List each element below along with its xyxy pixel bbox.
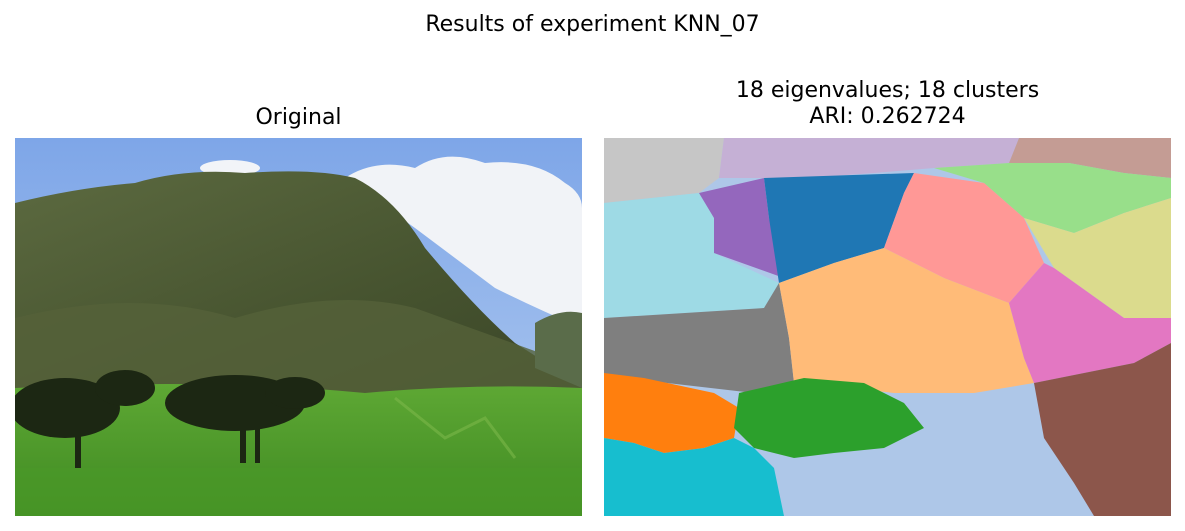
cluster-light-green <box>934 163 1171 233</box>
cluster-teal <box>604 438 784 516</box>
cluster-magenta <box>1009 263 1171 383</box>
cluster-khaki <box>1024 198 1171 318</box>
cluster-purple <box>699 178 784 278</box>
segmentation-title-line2: ARI: 0.262724 <box>809 104 966 129</box>
original-panel-title: Original <box>255 105 342 130</box>
trees <box>15 370 325 468</box>
distant-hill <box>535 311 582 388</box>
cluster-green <box>734 378 924 458</box>
cluster-pink-salmon <box>884 173 1044 303</box>
cluster-dark-gray <box>604 283 794 393</box>
clouds <box>345 156 582 328</box>
field-path <box>394 396 517 459</box>
cluster-blue <box>764 173 914 283</box>
cluster-gray-light <box>604 138 724 203</box>
foreground-grass <box>15 468 582 516</box>
segmentation-panel-title: 18 eigenvalues; 18 clusters ARI: 0.26272… <box>604 78 1171 130</box>
segmentation-image <box>604 138 1171 516</box>
figure-suptitle: Results of experiment KNN_07 <box>425 12 760 37</box>
original-image <box>15 138 582 516</box>
cluster-brown <box>1034 343 1171 516</box>
cluster-light-cyan <box>604 193 779 318</box>
mountain-ridge <box>15 300 582 398</box>
cluster-rose-brown <box>1009 138 1171 178</box>
cluster-orange <box>604 373 739 453</box>
cluster-peach <box>779 248 1034 393</box>
segmentation-title-line1: 18 eigenvalues; 18 clusters <box>735 78 1040 103</box>
cluster-lavender <box>719 138 1019 178</box>
